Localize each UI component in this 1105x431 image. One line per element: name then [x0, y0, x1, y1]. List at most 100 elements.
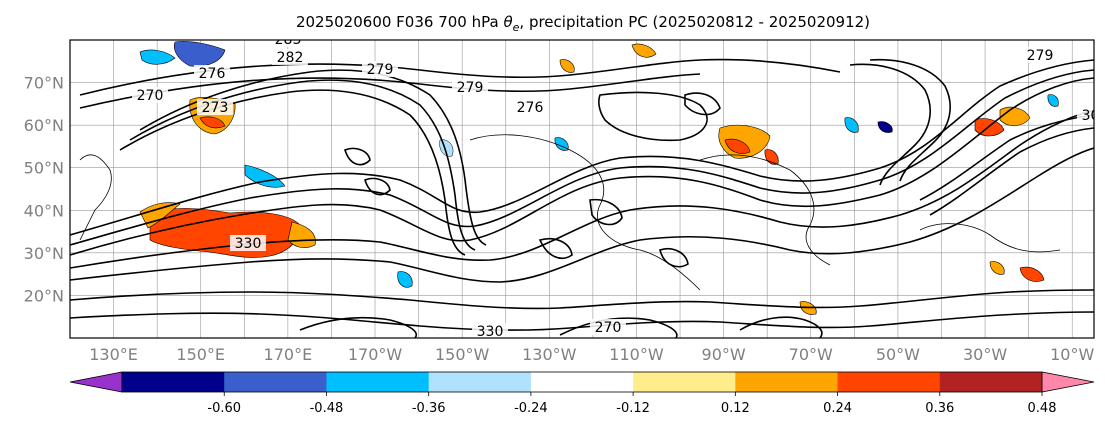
precip-shading	[139, 41, 1059, 315]
colorbar-segment	[837, 372, 941, 392]
contour-label: 273	[202, 100, 229, 116]
map-frame	[69, 39, 1095, 339]
theta-e-contour	[559, 317, 678, 338]
plot-title: 2025020600 F036 700 hPa θe, precipitatio…	[296, 13, 870, 34]
lon-label: 170°E	[264, 345, 313, 364]
theta-e-contour	[70, 147, 1094, 283]
contour-label-bg	[272, 49, 308, 65]
contour-label-bg	[270, 40, 306, 47]
lon-label: 110°W	[609, 345, 664, 364]
colorbar-tick-label: 0.12	[721, 401, 750, 416]
contour-label-bg	[590, 319, 626, 335]
lat-label: 40°N	[24, 201, 64, 220]
contour-label: 276	[199, 66, 226, 82]
theta-e-contour	[684, 92, 721, 116]
title-subscript: e	[513, 21, 520, 34]
colorbar-segment	[633, 372, 736, 392]
precip-blob	[1047, 94, 1059, 107]
contour-label-bg	[452, 79, 488, 95]
theta-e-contour	[299, 316, 417, 338]
coastline	[699, 154, 831, 266]
theta-e-contour	[344, 147, 371, 166]
theta-e-contour	[659, 248, 689, 268]
contour-label: 279	[1027, 48, 1054, 64]
precip-blob	[877, 121, 893, 133]
colorbar-tick-label: 0.24	[823, 401, 852, 416]
lon-label: 70°W	[789, 345, 833, 364]
theta-e-contour	[79, 73, 701, 109]
lat-label: 70°N	[24, 74, 64, 93]
lon-label: 130°E	[89, 345, 138, 364]
theta-e-contour	[598, 91, 708, 142]
contour-label-bg	[512, 99, 548, 115]
contour-label-bg	[197, 99, 233, 115]
lon-label: 150°W	[435, 345, 490, 364]
theta-e-contour	[929, 127, 1094, 216]
precip-blob	[139, 49, 176, 65]
theta-e-contour	[70, 69, 1094, 246]
contour-label-bg	[132, 87, 168, 103]
title-suffix: , precipitation PC (2025020812 - 2025020…	[519, 13, 870, 31]
colorbar-segment	[224, 372, 327, 392]
colorbar-frame	[121, 371, 1043, 393]
lon-label: 150°E	[176, 345, 225, 364]
lon-label: 50°W	[876, 345, 920, 364]
theta-e-contour	[849, 63, 931, 186]
theta-e-contour	[364, 177, 391, 196]
lon-label: 10°W	[1050, 345, 1094, 364]
contour-label: 282	[277, 50, 304, 66]
precip-blob	[244, 164, 286, 188]
colorbar-segment	[530, 372, 634, 392]
precip-blob	[844, 117, 859, 133]
contour-label: 270	[595, 320, 622, 336]
contour-label: 279	[457, 80, 484, 96]
contour-label: 309	[1082, 108, 1105, 124]
map-gridlines	[70, 40, 1094, 338]
colorbar-tick-label: 0.36	[925, 401, 954, 416]
contour-label-bg	[362, 61, 398, 77]
theta-e-contour	[589, 198, 623, 226]
theta-e-contour	[919, 114, 1094, 201]
colorbar-segment	[122, 372, 225, 392]
lat-label: 60°N	[24, 116, 64, 135]
colorbar-segment	[326, 372, 430, 392]
longitude-labels: 130°E 150°E 170°E 170°W 150°W 130°W 110°W 90°W 7…	[89, 345, 1094, 364]
coastline	[79, 154, 112, 241]
precip-blob	[173, 41, 226, 67]
map-panel: 283 282 276 279 270 273 279 276 279 309 330 330 270	[69, 39, 1105, 339]
contour-label: 276	[517, 100, 544, 116]
map-background	[70, 40, 1094, 338]
theta-e-contours	[70, 58, 1094, 338]
precip-blob	[199, 116, 226, 129]
theta-e-contour	[739, 316, 823, 338]
title-prefix: 2025020600 F036 700 hPa	[296, 13, 503, 31]
contour-label-bg	[472, 323, 508, 338]
precip-blob	[631, 43, 657, 58]
contour-labels: 283 282 276 279 270 273 279 276 279 309 330 330 270	[132, 40, 1105, 338]
lon-label: 90°W	[702, 345, 746, 364]
theta-e-contour	[70, 289, 1094, 310]
contour-label-bg	[1077, 107, 1094, 123]
colorbar-tick-label: 0.48	[1028, 401, 1057, 416]
lat-label: 50°N	[24, 159, 64, 178]
contour-label-bg	[230, 235, 266, 251]
colorbar-segment	[428, 372, 532, 392]
lat-label: 20°N	[24, 286, 64, 305]
contour-label: 330	[235, 236, 262, 252]
lon-label: 170°W	[348, 345, 403, 364]
colorbar-extend-high	[1041, 371, 1095, 393]
precip-blob	[559, 59, 575, 73]
colorbar: -0.60 -0.48 -0.36 -0.24 -0.12 0.12 0.24 0.36 0.4…	[69, 371, 1095, 416]
precip-blob	[1019, 266, 1045, 282]
theta-e-contour	[869, 58, 951, 182]
coastlines	[79, 134, 1061, 291]
coastline	[469, 134, 701, 291]
coastline	[919, 223, 1061, 253]
colorbar-tick-label: -0.48	[310, 401, 344, 416]
theta-e-contour	[538, 238, 573, 259]
contour-label: 270	[137, 88, 164, 104]
lat-label: 30°N	[24, 244, 64, 263]
lon-label: 130°W	[522, 345, 577, 364]
precip-blob	[397, 271, 413, 288]
